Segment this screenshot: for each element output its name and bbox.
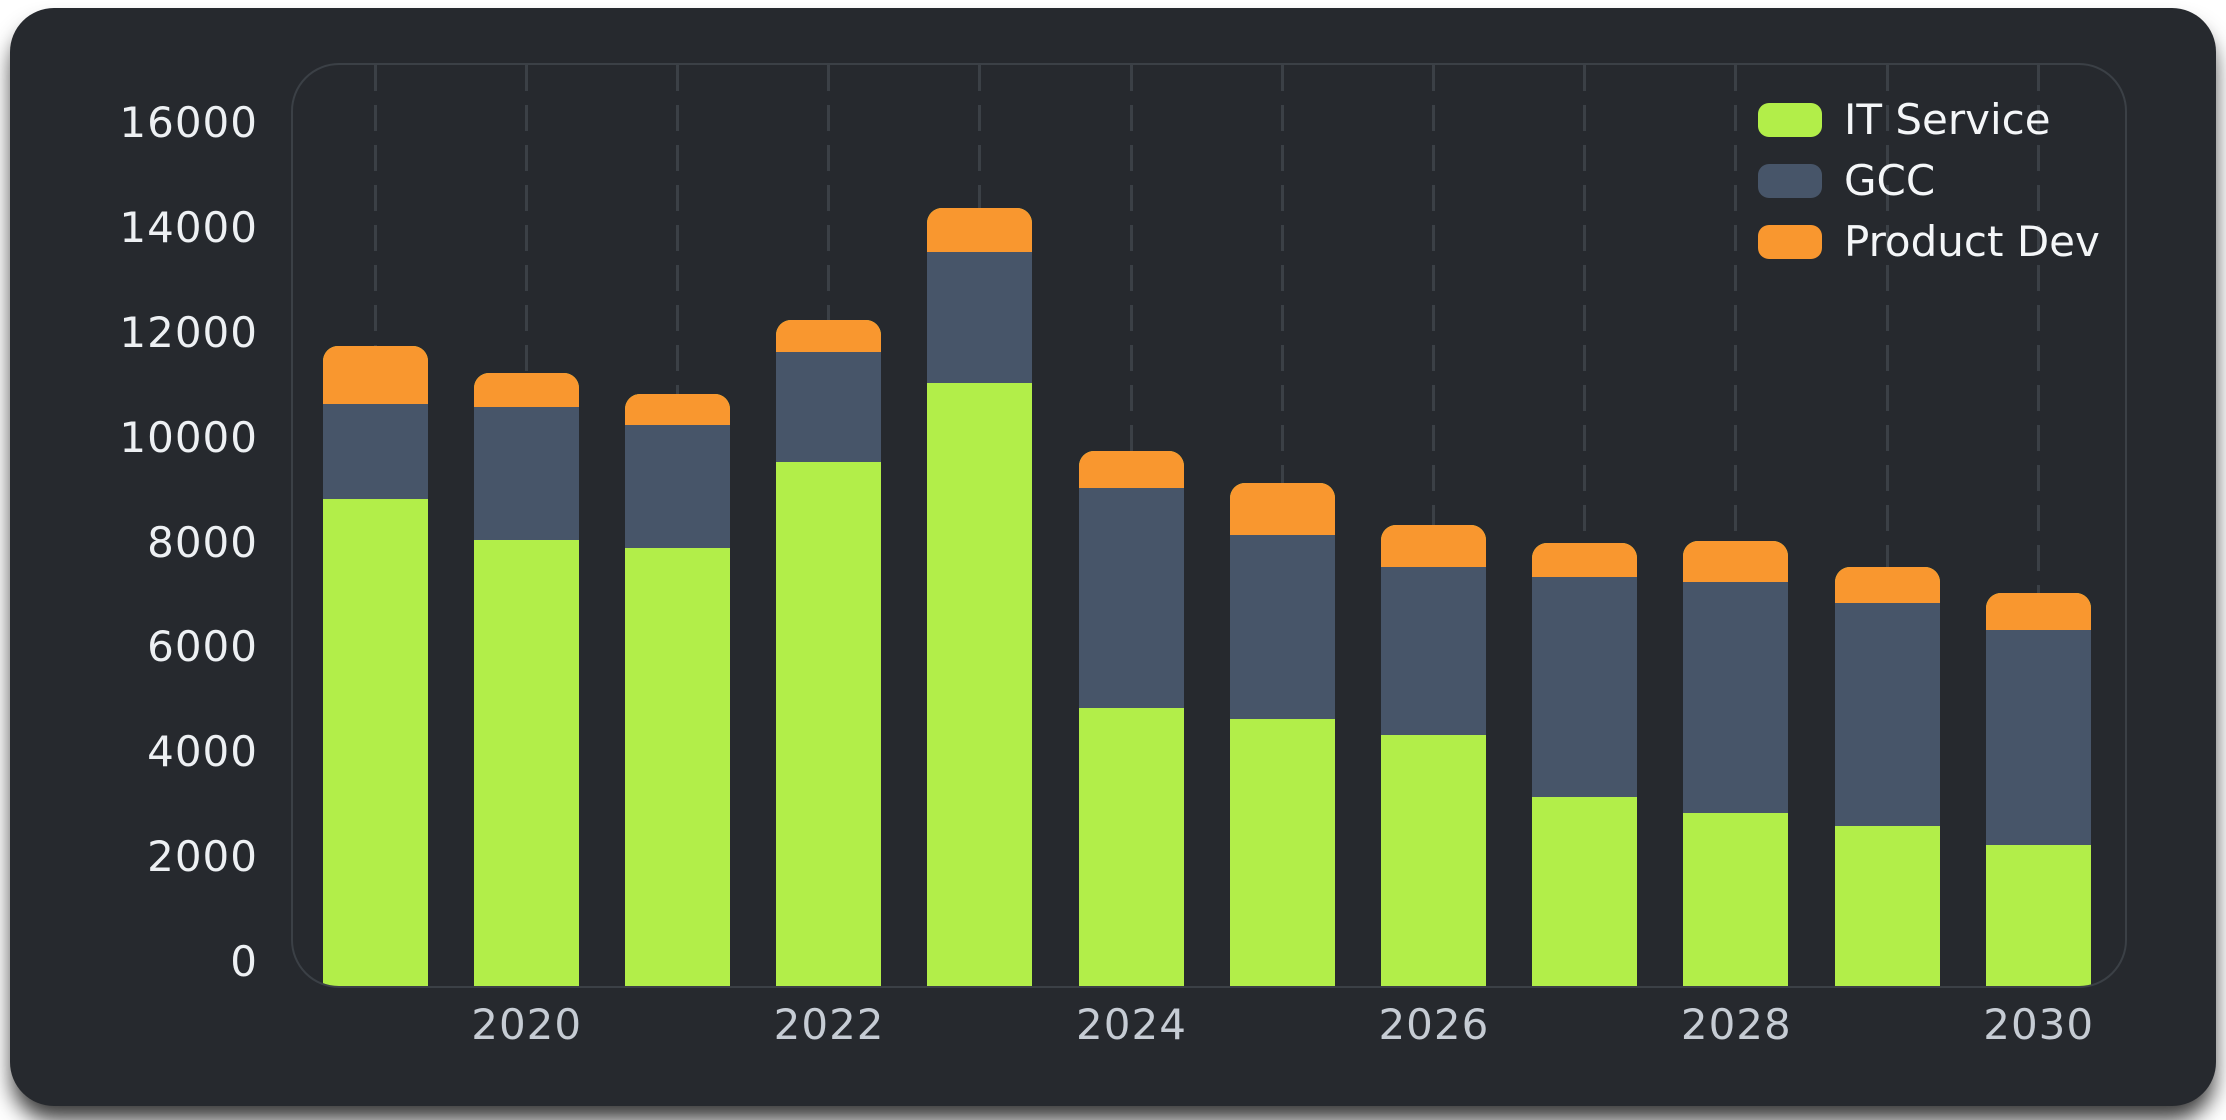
y-tick-label: 6000 bbox=[147, 622, 258, 672]
bar-segment-it-service[interactable] bbox=[1380, 734, 1486, 960]
bar-segment-it-service[interactable] bbox=[1078, 708, 1184, 960]
bar-group-2028[interactable] bbox=[1683, 540, 1789, 986]
bar-segment-it-service[interactable] bbox=[1834, 826, 1940, 960]
bar-segment-gcc[interactable] bbox=[1229, 535, 1335, 719]
bar-segment-gcc[interactable] bbox=[927, 252, 1033, 384]
y-tick-label: 0 bbox=[230, 937, 258, 986]
bar-segment-product-dev[interactable] bbox=[1229, 482, 1335, 536]
bar-segment-it-service[interactable] bbox=[927, 383, 1033, 960]
bar-segment-it-service[interactable] bbox=[1985, 844, 2091, 960]
legend-label: Product Dev bbox=[1844, 217, 2100, 266]
x-tick-label: 2028 bbox=[1680, 1000, 1792, 1049]
bar-segment-gcc[interactable] bbox=[624, 425, 730, 549]
bar-segment-it-service[interactable] bbox=[624, 548, 730, 960]
x-tick-label: 2020 bbox=[471, 1000, 583, 1049]
legend-item-product-dev[interactable]: Product Dev bbox=[1758, 219, 2100, 265]
bar-segment-product-dev[interactable] bbox=[473, 372, 579, 407]
bar-segment-product-dev[interactable] bbox=[1380, 524, 1486, 567]
x-tick-label: 2022 bbox=[773, 1000, 885, 1049]
bar-segment-gcc[interactable] bbox=[1985, 629, 2091, 845]
bar-segment-product-dev[interactable] bbox=[624, 393, 730, 426]
y-tick-label: 12000 bbox=[119, 307, 258, 357]
gridline-dashed bbox=[1583, 65, 1587, 985]
legend-swatch-icon bbox=[1758, 225, 1822, 259]
y-tick-label: 4000 bbox=[147, 727, 258, 777]
y-tick-label: 2000 bbox=[147, 832, 258, 882]
bar-group-2030[interactable] bbox=[1985, 592, 2091, 986]
bar-segment-product-dev[interactable] bbox=[927, 207, 1033, 253]
gridline-dashed bbox=[1734, 65, 1738, 985]
legend-swatch-icon bbox=[1758, 103, 1822, 137]
bar-group-2025[interactable] bbox=[1229, 482, 1335, 986]
bar-segment-gcc[interactable] bbox=[322, 404, 428, 499]
gridline-dashed bbox=[2036, 65, 2040, 985]
bar-segment-gcc[interactable] bbox=[473, 406, 579, 541]
bar-segment-product-dev[interactable] bbox=[1078, 451, 1184, 489]
x-tick-label: 2024 bbox=[1076, 1000, 1187, 1049]
y-tick-label: 8000 bbox=[147, 517, 258, 567]
bar-segment-product-dev[interactable] bbox=[1532, 543, 1638, 578]
bar-segment-product-dev[interactable] bbox=[1683, 540, 1789, 583]
y-tick-label: 14000 bbox=[119, 202, 258, 252]
bar-segment-product-dev[interactable] bbox=[322, 346, 428, 405]
legend-item-gcc[interactable]: GCC bbox=[1758, 158, 1935, 204]
legend-label: IT Service bbox=[1844, 95, 2051, 144]
legend-item-it-service[interactable]: IT Service bbox=[1758, 97, 2051, 143]
bar-group-2019[interactable] bbox=[322, 346, 428, 986]
bar-segment-it-service[interactable] bbox=[1532, 797, 1638, 960]
bar-segment-gcc[interactable] bbox=[1683, 582, 1789, 814]
bar-segment-product-dev[interactable] bbox=[1985, 592, 2091, 630]
legend-label: GCC bbox=[1844, 156, 1936, 205]
bar-segment-it-service[interactable] bbox=[473, 540, 579, 960]
y-tick-label: 10000 bbox=[119, 412, 258, 462]
bar-group-2021[interactable] bbox=[624, 393, 730, 986]
bar-group-2023[interactable] bbox=[927, 207, 1033, 986]
bar-group-2022[interactable] bbox=[776, 320, 882, 986]
bar-segment-product-dev[interactable] bbox=[1834, 566, 1940, 604]
x-tick-label: 2026 bbox=[1378, 1000, 1490, 1049]
bar-segment-it-service[interactable] bbox=[322, 498, 428, 960]
bar-segment-it-service[interactable] bbox=[1683, 813, 1789, 960]
gridline-dashed bbox=[1885, 65, 1889, 985]
bar-segment-gcc[interactable] bbox=[776, 351, 882, 462]
legend-swatch-icon bbox=[1758, 164, 1822, 198]
x-tick-label: 2030 bbox=[1983, 1000, 2095, 1049]
bar-segment-product-dev[interactable] bbox=[776, 320, 882, 352]
y-tick-label: 16000 bbox=[119, 98, 258, 147]
plot-area bbox=[291, 63, 2127, 988]
bar-segment-gcc[interactable] bbox=[1078, 488, 1184, 709]
bar-group-2024[interactable] bbox=[1078, 451, 1184, 986]
bar-segment-gcc[interactable] bbox=[1532, 577, 1638, 798]
bar-segment-it-service[interactable] bbox=[776, 461, 882, 960]
bar-group-2027[interactable] bbox=[1532, 543, 1638, 986]
bar-segment-gcc[interactable] bbox=[1834, 603, 1940, 827]
bar-group-2026[interactable] bbox=[1380, 524, 1486, 986]
bar-group-2029[interactable] bbox=[1834, 566, 1940, 986]
bar-segment-it-service[interactable] bbox=[1229, 718, 1335, 960]
bar-group-2020[interactable] bbox=[473, 372, 579, 986]
bar-segment-gcc[interactable] bbox=[1380, 566, 1486, 735]
